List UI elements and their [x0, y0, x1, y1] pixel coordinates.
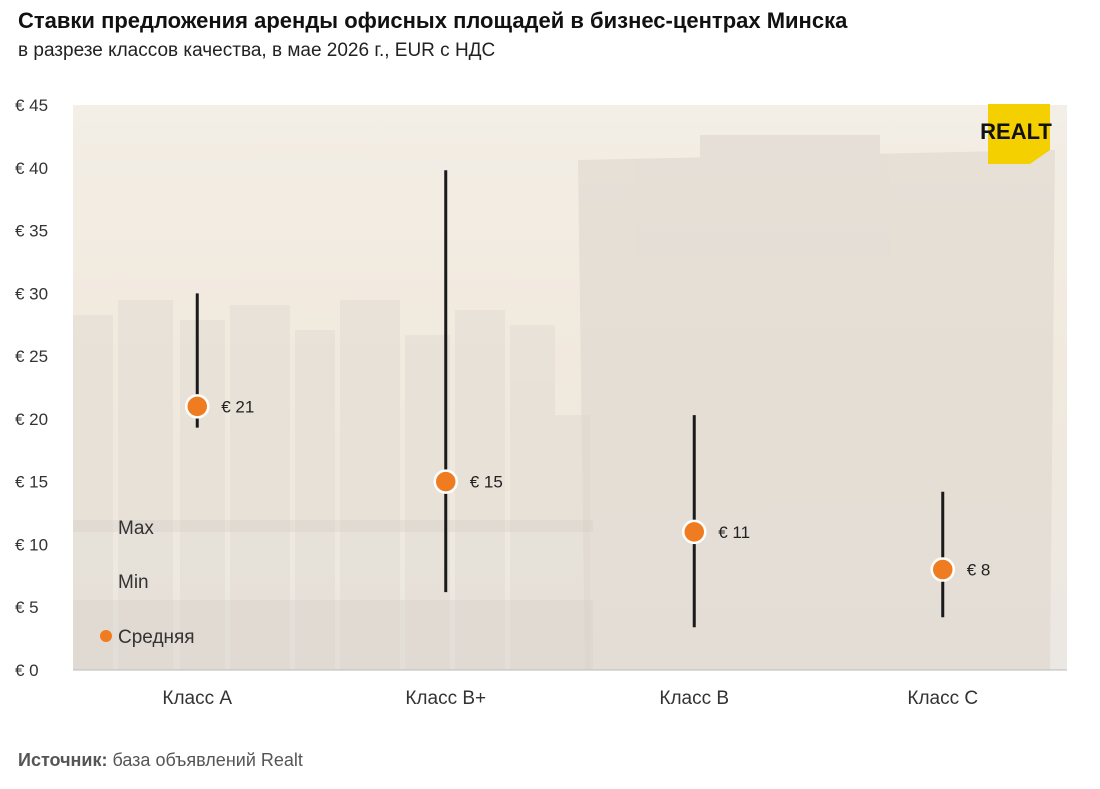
y-tick-label: € 15 [15, 473, 48, 492]
chart-title: Ставки предложения аренды офисных площад… [18, 8, 848, 33]
avg-point [930, 557, 955, 582]
avg-point [185, 394, 210, 419]
y-axis: € 0 € 5 € 10 € 15 € 20 € 25 € 30 € 35 € 40 € 45 [15, 96, 48, 680]
avg-data-label: € 8 [967, 561, 991, 580]
y-tick-label: € 20 [15, 410, 48, 429]
x-tick-label: Класс B [659, 688, 729, 709]
realt-logo-text: REALT [980, 119, 1052, 144]
realt-logo: REALT [980, 104, 1052, 164]
legend-min-label: Min [118, 572, 149, 593]
legend-max-label: Max [118, 518, 154, 539]
y-tick-label: € 40 [15, 159, 48, 178]
background-photo [73, 105, 1067, 670]
chart-marks: € 21 € 15 € 11 € 8 [185, 170, 991, 628]
y-tick-label: € 0 [15, 661, 39, 680]
avg-data-label: € 21 [221, 397, 254, 416]
source-note: Источник: база объявлений Realt [18, 750, 303, 771]
avg-data-label: € 15 [470, 473, 503, 492]
x-tick-label: Класс А [162, 688, 232, 709]
x-tick-label: Класс C [907, 688, 978, 709]
legend-avg-label: Средняя [118, 627, 195, 648]
avg-point [682, 519, 707, 545]
y-tick-label: € 45 [15, 96, 48, 115]
avg-point [433, 469, 458, 494]
y-tick-label: € 35 [15, 222, 48, 241]
y-tick-label: € 30 [15, 284, 48, 303]
legend: Max Min Средняя [100, 518, 195, 648]
y-tick-label: € 25 [15, 347, 48, 366]
legend-avg-dot [100, 630, 112, 642]
y-tick-label: € 5 [15, 598, 39, 617]
x-tick-label: Класс B+ [405, 688, 486, 709]
source-label: Источник: [18, 750, 108, 770]
source-text: база объявлений Realt [107, 750, 303, 770]
avg-data-label: € 11 [718, 523, 750, 542]
y-tick-label: € 10 [15, 535, 48, 554]
x-axis: Класс А Класс B+ Класс B Класс C [162, 688, 978, 709]
chart-subtitle: в разрезе классов качества, в мае 2026 г… [18, 40, 496, 61]
